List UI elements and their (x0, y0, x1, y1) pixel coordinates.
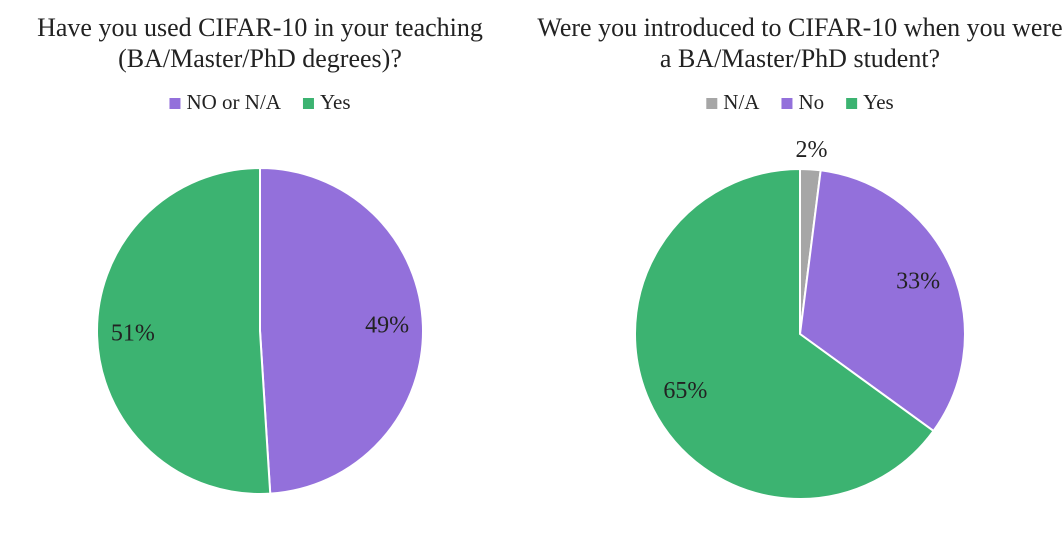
chart-title: Were you introduced to CIFAR-10 when you… (537, 13, 1063, 73)
data-label: 51% (111, 320, 155, 346)
legend: N/A No Yes (706, 90, 894, 114)
legend-swatch (169, 98, 181, 109)
legend-label: Yes (320, 90, 351, 114)
pie-slice (96, 166, 272, 495)
legend-label: N/A (723, 90, 760, 114)
legend-swatch (302, 98, 314, 109)
legend-swatch (781, 98, 793, 109)
legend-label: No (798, 90, 824, 114)
legend-swatch (706, 98, 718, 109)
legend-label: NO or N/A (186, 90, 281, 114)
pie-slice (259, 166, 424, 495)
pie-slice (634, 167, 935, 500)
legend-label: Yes (863, 90, 894, 114)
data-label: 65% (663, 378, 707, 404)
data-label: 49% (365, 313, 409, 339)
pie-slice (798, 169, 966, 433)
legend-swatch (846, 98, 858, 109)
data-label: 33% (896, 268, 940, 294)
chart-title: Have you used CIFAR-10 in your teaching … (37, 13, 483, 73)
data-label: 2% (795, 137, 827, 163)
legend: NO or N/A Yes (169, 90, 351, 114)
